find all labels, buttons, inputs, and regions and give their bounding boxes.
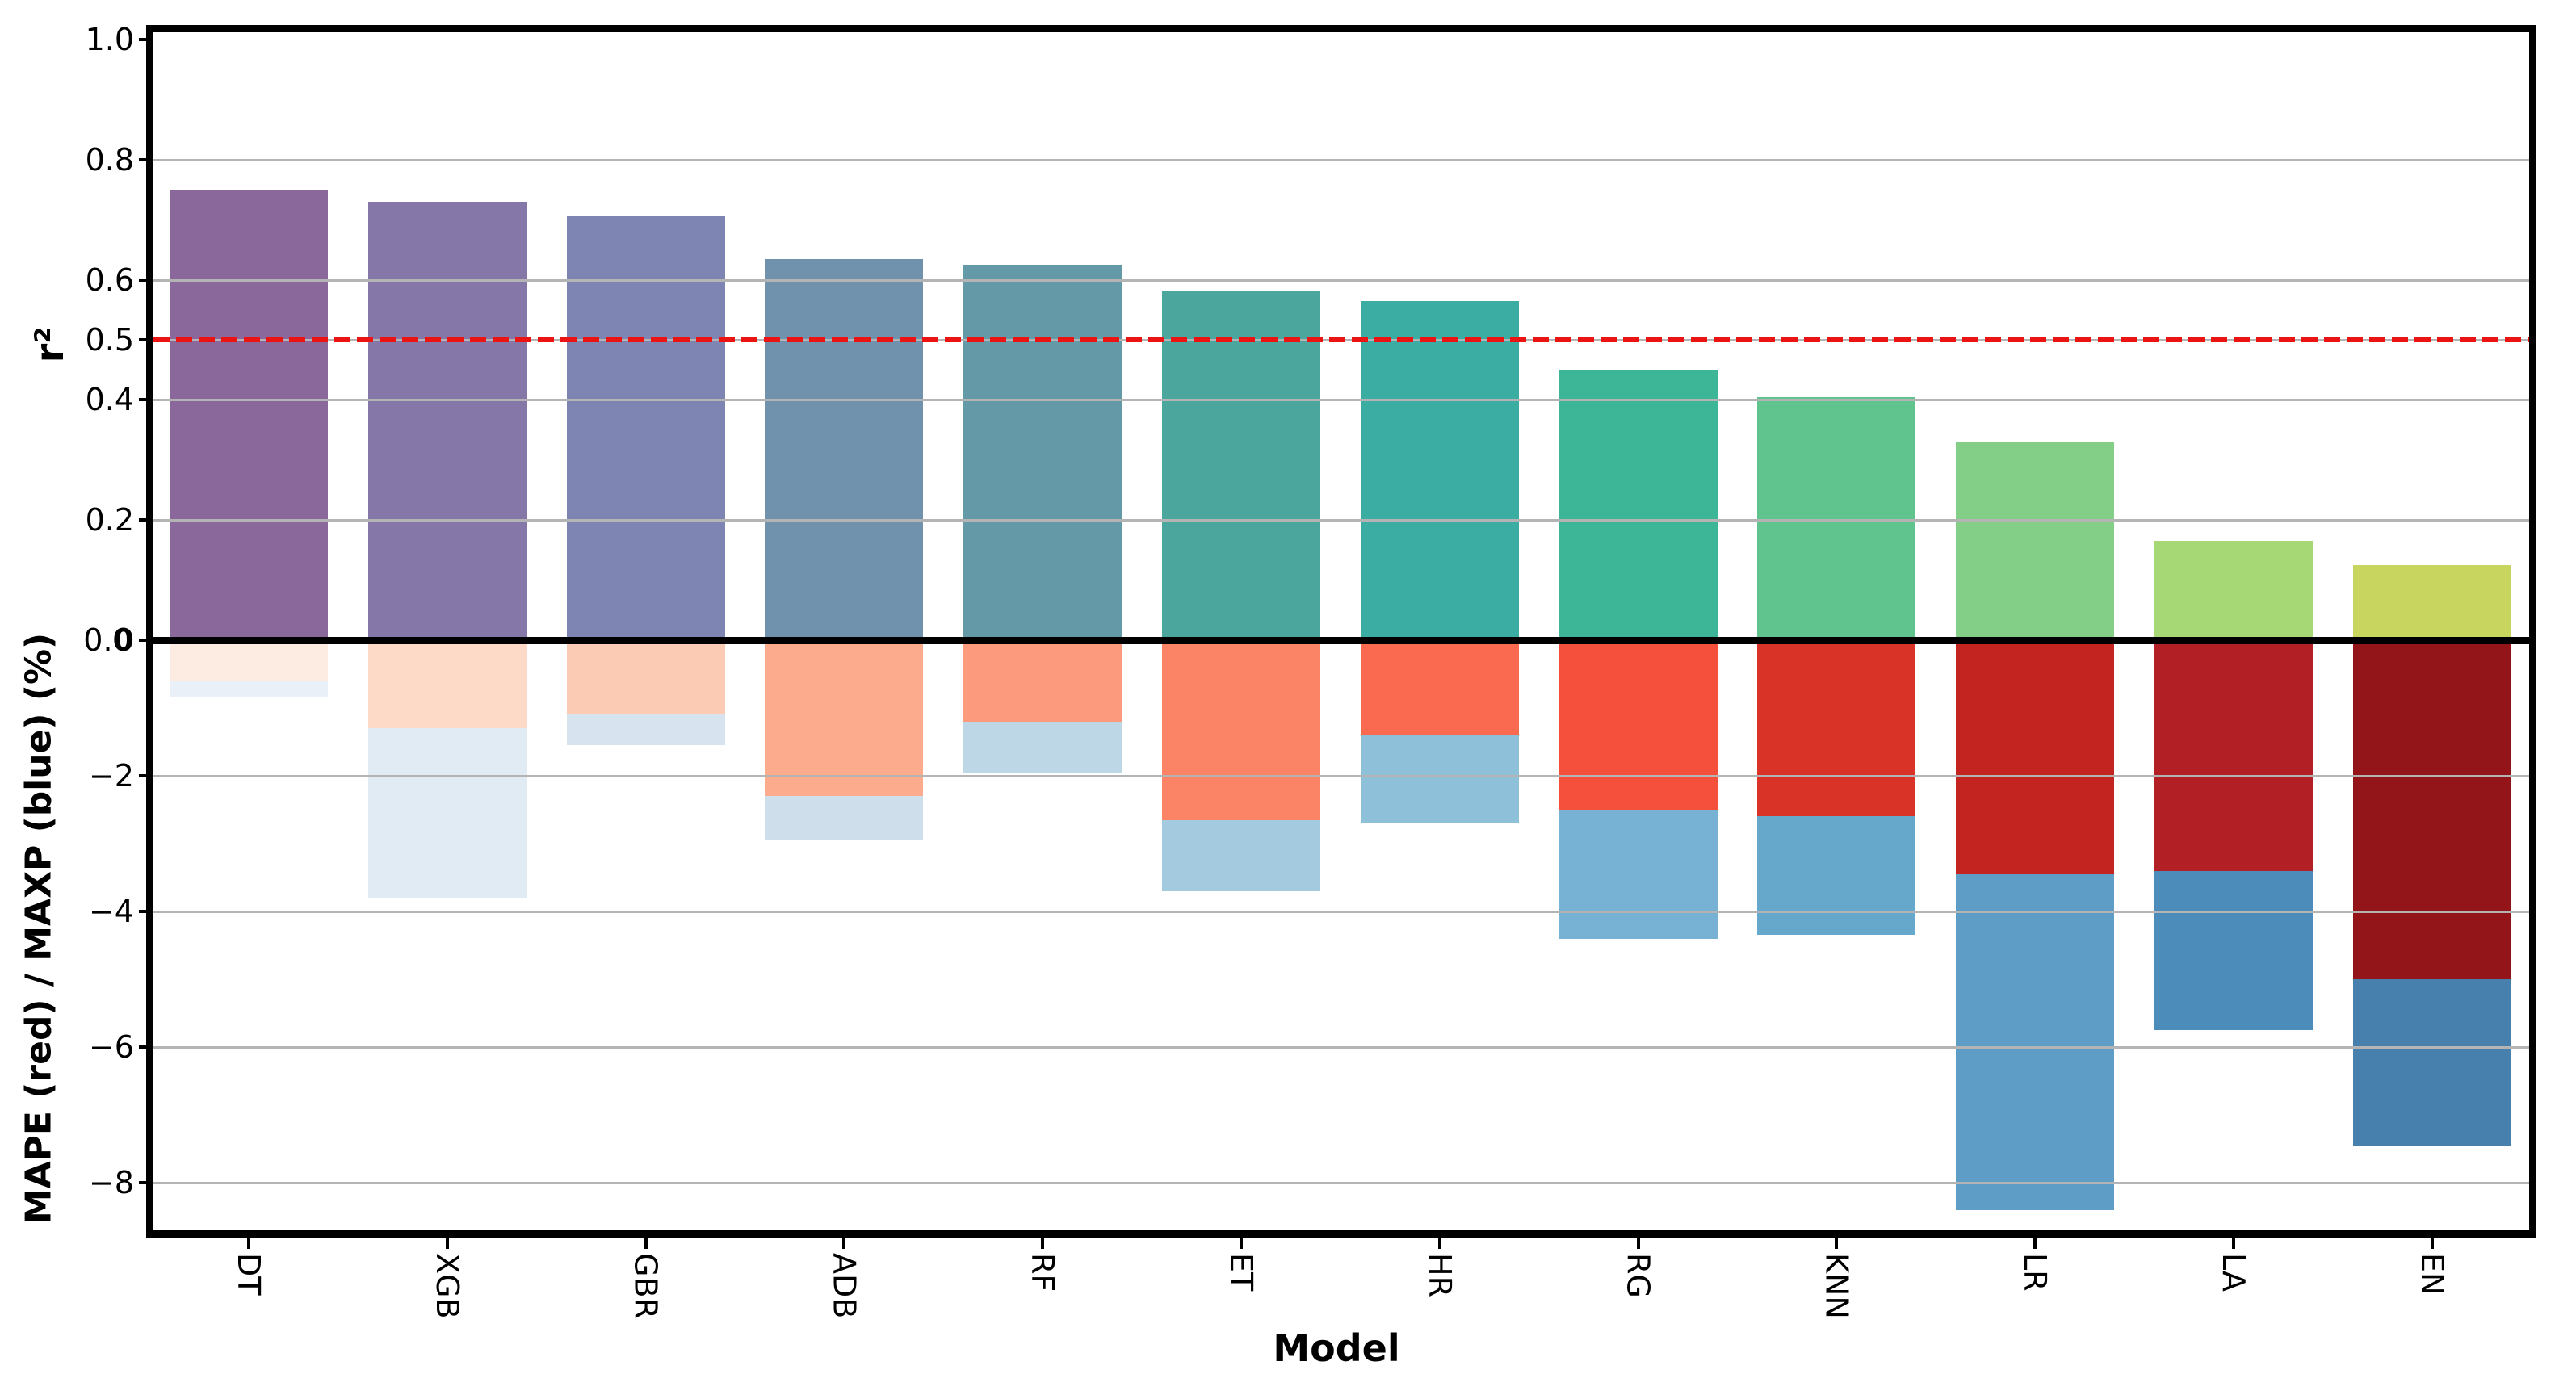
x-tick-HR [1437, 1238, 1441, 1249]
mape-bar-XGB [367, 640, 527, 729]
mape-bar-ET [1162, 640, 1320, 820]
y-tick-0.8 [139, 157, 150, 161]
y-tick-label-−4: −4 [88, 894, 134, 929]
r2-bar-ADB [765, 258, 924, 640]
x-tick-KNN [1835, 1238, 1839, 1249]
x-tick-label-LR: LR [2017, 1253, 2054, 1292]
y-tick-1.0 [139, 38, 150, 41]
x-tick-LR [2033, 1238, 2037, 1249]
x-tick-label-KNN: KNN [1819, 1253, 1855, 1319]
r2-bar-KNN [1757, 396, 1916, 640]
x-tick-label-EN: EN [2414, 1253, 2450, 1296]
y-tick-label-−2: −2 [88, 758, 134, 794]
r2-bar-EN [2352, 565, 2511, 640]
r2-bar-GBR [566, 216, 725, 640]
gridline-0.4 [153, 399, 2529, 402]
y-tick-0.2 [139, 518, 150, 522]
mape-bar-ADB [765, 640, 924, 797]
y-tick-label-0.8: 0.8 [85, 141, 134, 178]
r2-bar-ET [1162, 291, 1320, 640]
reference-line-0p5 [153, 337, 2529, 342]
x-tick-label-GBR: GBR [627, 1253, 664, 1319]
x-tick-DT [247, 1238, 250, 1249]
x-tick-RF [1041, 1238, 1045, 1249]
y-tick-label-−6: −6 [88, 1029, 134, 1065]
x-tick-EN [2430, 1238, 2434, 1249]
mape-bar-HR [1360, 640, 1519, 735]
x-tick-GBR [644, 1238, 648, 1249]
mape-bar-RF [963, 640, 1122, 722]
r2-bar-HR [1360, 300, 1519, 640]
x-tick-label-XGB: XGB [429, 1253, 465, 1319]
x-tick-XGB [445, 1238, 449, 1249]
r2-bar-RF [963, 265, 1122, 640]
y-tick-−4 [139, 910, 150, 913]
gridline-0.6 [153, 279, 2529, 282]
y-tick-−8 [139, 1181, 150, 1184]
y-tick-label-1.0: 1.0 [85, 22, 134, 57]
r2-bar-LR [1956, 442, 2115, 640]
y-tick-0.4 [139, 398, 150, 402]
y-tick-0.6 [139, 278, 150, 282]
x-tick-LA [2232, 1238, 2235, 1249]
y-tick-−6 [139, 1045, 150, 1049]
y-tick-−2 [139, 774, 150, 777]
y-axis-label-mape-maxp: MAPE (red) / MAXP (blue) (%) [18, 632, 60, 1225]
gridline-−8 [153, 1182, 2529, 1184]
y-tick-label-0.6: 0.6 [85, 262, 134, 298]
x-tick-label-DT: DT [231, 1253, 266, 1296]
gridline-0.2 [153, 519, 2529, 522]
mape-bar-EN [2352, 640, 2511, 979]
y-tick-label-0.0: 0.0 [83, 622, 134, 658]
y-tick-label-0.2: 0.2 [85, 502, 134, 538]
gridline-0.8 [153, 158, 2529, 161]
y-tick-label-−8: −8 [88, 1165, 134, 1200]
r2-bar-RG [1559, 370, 1718, 640]
y-tick-0.5 [139, 338, 150, 341]
x-tick-ADB [842, 1238, 846, 1249]
gridline-−2 [153, 775, 2529, 777]
mape-bar-LR [1956, 640, 2115, 874]
gridline-−6 [153, 1046, 2529, 1049]
x-axis-label: Model [1273, 1326, 1400, 1370]
x-tick-label-ADB: ADB [826, 1253, 862, 1319]
x-tick-label-RG: RG [1620, 1253, 1656, 1298]
x-tick-RG [1636, 1238, 1640, 1249]
y-tick-label-0.5: 0.5 [85, 322, 134, 358]
mape-bar-KNN [1757, 640, 1916, 817]
r2-bar-XGB [367, 201, 527, 640]
mape-bar-GBR [566, 640, 725, 715]
r2-bar-LA [2154, 541, 2313, 640]
y-tick-label-0.4: 0.4 [85, 382, 134, 418]
y-tick-0.0 [139, 639, 150, 642]
mape-bar-RG [1559, 640, 1718, 810]
x-tick-ET [1240, 1238, 1243, 1249]
zero-line [146, 637, 2536, 644]
gridline-−4 [153, 911, 2529, 913]
x-tick-label-RF: RF [1025, 1253, 1061, 1292]
mape-bar-LA [2154, 640, 2313, 871]
x-tick-label-LA: LA [2216, 1253, 2251, 1292]
r2-bar-DT [170, 190, 328, 640]
x-tick-label-HR: HR [1421, 1253, 1458, 1297]
x-tick-label-ET: ET [1223, 1253, 1259, 1292]
mape-bar-DT [170, 640, 328, 681]
